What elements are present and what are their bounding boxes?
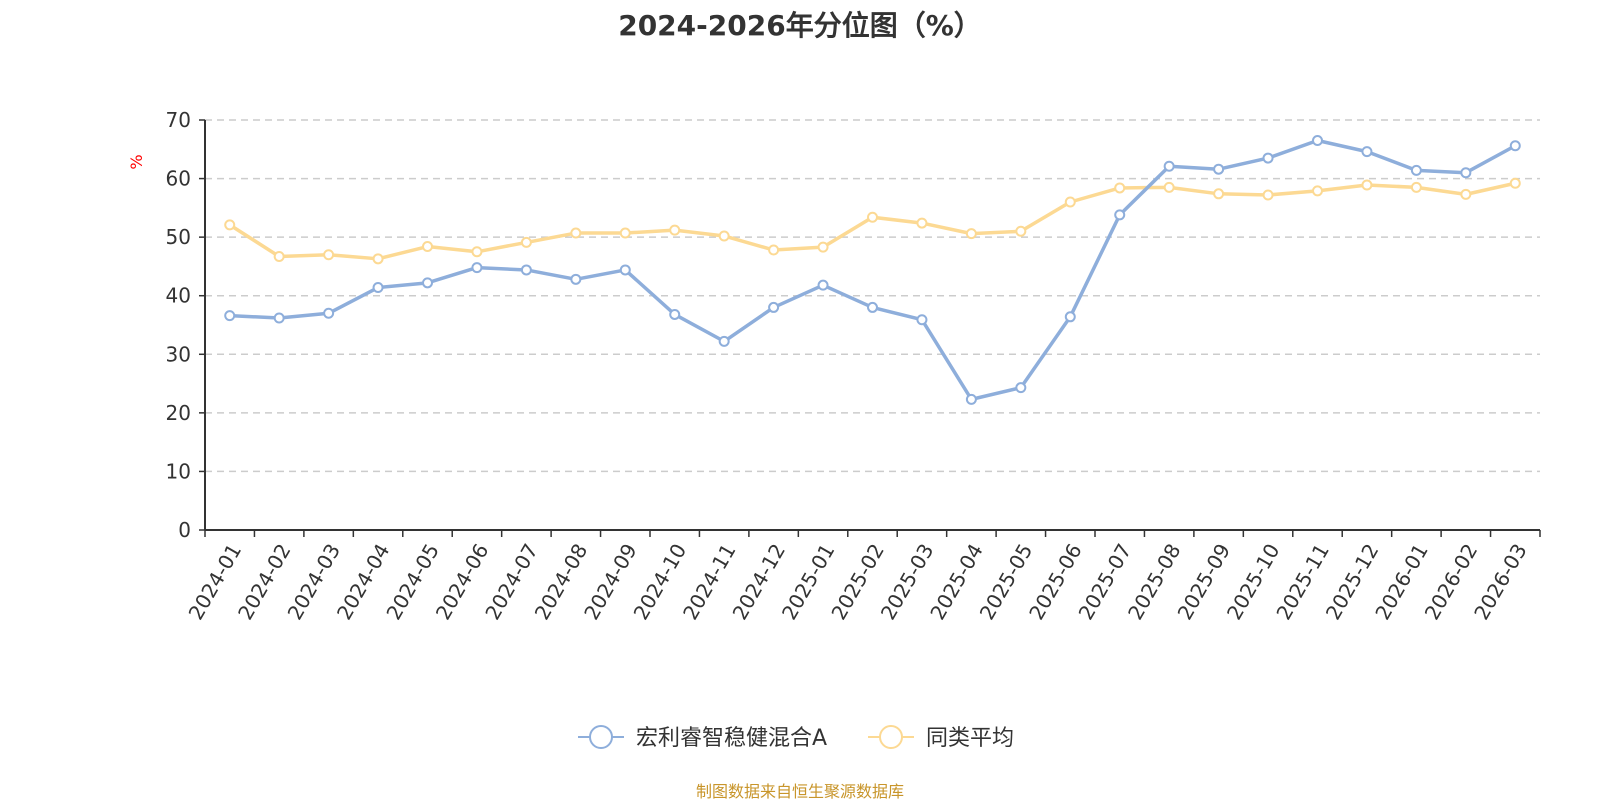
data-point	[768, 244, 780, 256]
data-point	[273, 312, 285, 324]
axes: 0102030405060702024-012024-022024-032024…	[166, 108, 1541, 624]
data-point	[1015, 382, 1027, 394]
data-point	[224, 219, 236, 231]
data-point	[619, 264, 631, 276]
data-point	[1361, 146, 1373, 158]
chart-title: 2024-2026年分位图（%）	[618, 9, 982, 42]
data-point	[916, 217, 928, 229]
data-point	[1312, 185, 1323, 197]
series-line	[229, 138, 1517, 402]
series	[224, 135, 1521, 405]
data-point	[1064, 311, 1076, 323]
data-point	[372, 253, 384, 265]
data-point	[1114, 209, 1126, 221]
data-point	[1114, 182, 1126, 194]
y-tick-label: 30	[166, 342, 191, 366]
data-point	[718, 230, 730, 242]
data-point	[1015, 225, 1027, 237]
data-point	[323, 307, 335, 319]
data-point	[965, 228, 977, 240]
y-tick-label: 0	[178, 518, 191, 542]
y-tick-label: 50	[166, 225, 191, 249]
legend-item[interactable]: 同类平均	[868, 725, 1014, 751]
data-point	[1064, 196, 1076, 208]
data-point	[1262, 189, 1274, 201]
data-point	[224, 310, 236, 322]
legend-label: 宏利睿智稳健混合A	[636, 726, 827, 751]
data-point	[1312, 135, 1323, 146]
grid-lines	[205, 119, 1540, 473]
data-point	[520, 236, 532, 248]
y-axis-unit: %	[127, 154, 146, 169]
data-point	[1213, 188, 1225, 200]
source-note: 制图数据来自恒生聚源数据库	[695, 782, 904, 801]
data-point	[669, 308, 681, 320]
data-point	[867, 211, 878, 223]
data-point	[422, 241, 433, 253]
data-point	[817, 241, 829, 253]
data-point	[1213, 163, 1225, 175]
data-point	[1460, 167, 1472, 179]
data-point	[520, 264, 532, 276]
data-point	[570, 227, 582, 239]
data-point	[372, 282, 384, 294]
data-point	[669, 224, 681, 236]
data-point	[718, 335, 730, 347]
data-point	[1509, 177, 1521, 189]
data-point	[1410, 181, 1422, 193]
data-point	[768, 301, 780, 313]
data-point	[1361, 179, 1373, 191]
data-point	[1509, 140, 1521, 152]
data-point	[1163, 181, 1175, 193]
data-point	[965, 393, 977, 405]
y-tick-label: 10	[166, 459, 191, 483]
legend-label: 同类平均	[926, 726, 1014, 751]
data-point	[916, 314, 928, 326]
data-point	[1262, 152, 1274, 164]
data-point	[471, 262, 483, 274]
data-point	[1163, 160, 1175, 172]
legend-marker	[879, 725, 903, 749]
data-point	[1410, 164, 1422, 176]
data-point	[1460, 188, 1472, 200]
data-point	[817, 279, 829, 291]
data-point	[570, 273, 582, 285]
y-tick-label: 40	[166, 284, 191, 308]
data-point	[619, 227, 631, 239]
data-point	[471, 246, 483, 258]
y-tick-label: 70	[166, 108, 191, 132]
data-point	[867, 301, 878, 313]
y-tick-label: 20	[166, 401, 191, 425]
data-point	[323, 249, 335, 261]
legend-item[interactable]: 宏利睿智稳健混合A	[578, 725, 827, 751]
y-tick-label: 60	[166, 167, 191, 191]
legend-marker	[589, 725, 613, 749]
data-point	[273, 250, 285, 262]
data-point	[422, 277, 433, 289]
legend[interactable]: 宏利睿智稳健混合A 同类平均	[578, 725, 1014, 751]
